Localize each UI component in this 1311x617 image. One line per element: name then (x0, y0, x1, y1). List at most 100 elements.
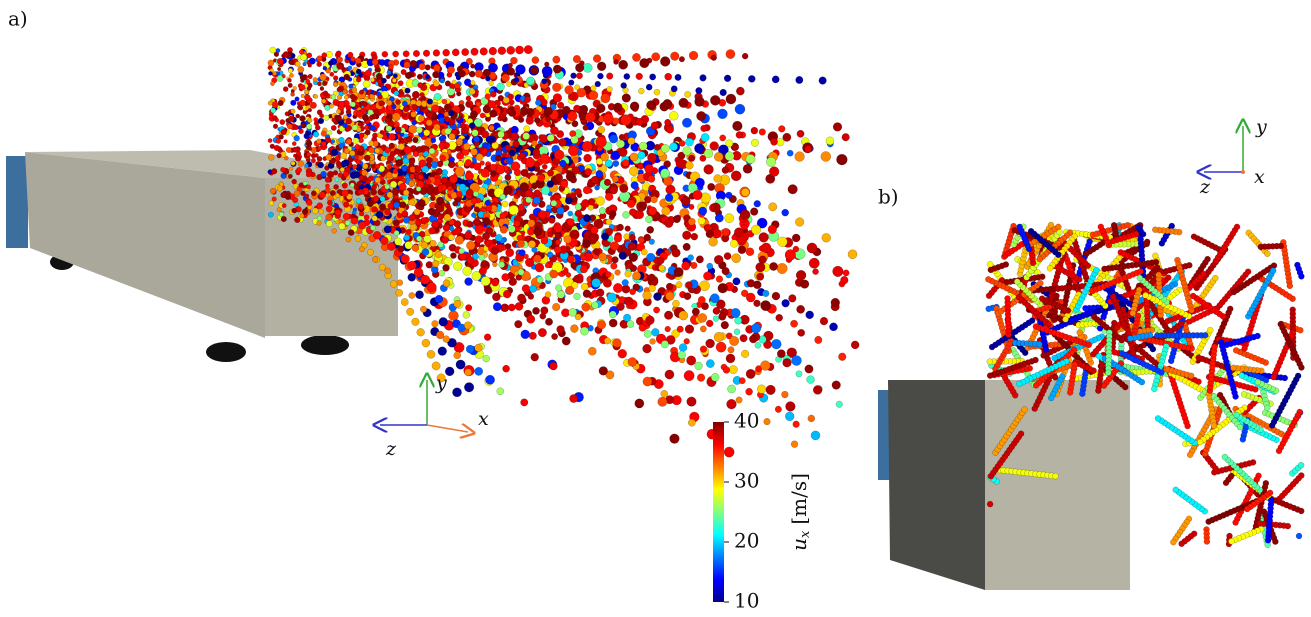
particle (279, 135, 284, 140)
particle (303, 181, 307, 185)
particle (336, 109, 341, 114)
particle (514, 77, 519, 82)
particle (288, 83, 293, 88)
particle (319, 209, 324, 214)
particle (831, 298, 840, 307)
particle (445, 203, 450, 208)
particle (448, 186, 453, 191)
particle (660, 57, 670, 67)
particle (638, 237, 644, 243)
particle (524, 45, 532, 53)
particle (757, 385, 766, 394)
particle (429, 227, 436, 234)
particle (601, 233, 609, 241)
particle (701, 303, 708, 310)
particle (666, 126, 674, 134)
particle (1223, 480, 1229, 486)
particle (317, 216, 322, 221)
particle (585, 168, 592, 175)
particle (396, 127, 402, 133)
particle (489, 47, 497, 55)
particle (372, 133, 377, 138)
particle (473, 219, 480, 226)
particle (746, 248, 754, 256)
particle (502, 201, 508, 207)
particle (527, 108, 535, 116)
particle (754, 300, 761, 307)
truck-b (878, 380, 1130, 590)
particle (329, 104, 333, 108)
particle (292, 208, 297, 213)
particle (311, 158, 316, 163)
particle (610, 242, 619, 251)
particle (613, 339, 622, 348)
particle (526, 197, 532, 203)
particle (489, 136, 495, 142)
particle (644, 164, 653, 173)
particle (795, 152, 805, 162)
particle (698, 313, 707, 322)
particle (386, 126, 392, 132)
particle (561, 180, 568, 187)
particle (403, 106, 409, 112)
particle (1082, 305, 1088, 311)
particle (335, 178, 339, 182)
particle (540, 313, 546, 319)
particle (575, 210, 582, 217)
particle (534, 190, 540, 196)
particle (596, 289, 604, 297)
particle (529, 285, 537, 293)
particle (358, 204, 364, 210)
particle (268, 60, 274, 66)
particle (742, 224, 748, 230)
particle (1298, 472, 1304, 478)
particle (646, 101, 655, 110)
particle (382, 51, 388, 57)
particle (515, 46, 523, 54)
particle (532, 140, 538, 146)
particle (618, 148, 627, 157)
particle (653, 293, 661, 301)
particle (413, 137, 419, 143)
particle (416, 186, 421, 191)
particle (505, 174, 511, 180)
particle (327, 171, 334, 178)
particle (986, 306, 992, 312)
particle (710, 95, 720, 105)
particle (293, 86, 297, 90)
particle (342, 123, 347, 128)
particle (1233, 347, 1239, 353)
particle (326, 154, 332, 160)
particle (618, 349, 627, 358)
particle (365, 70, 372, 77)
particle (316, 139, 321, 144)
particle (638, 88, 644, 94)
particle (595, 81, 601, 87)
particle (710, 294, 719, 303)
particle (658, 397, 667, 406)
particle (273, 71, 277, 75)
particle (695, 362, 703, 370)
particle (337, 95, 341, 99)
particle (661, 390, 668, 397)
particle (711, 203, 721, 213)
particle (654, 144, 660, 150)
particle (532, 57, 539, 64)
particle (467, 221, 473, 227)
particle (986, 293, 992, 299)
particle (280, 167, 285, 172)
particle (456, 152, 463, 159)
particle (289, 167, 293, 171)
particle (423, 50, 430, 57)
particle (500, 194, 506, 200)
particle (624, 234, 630, 240)
particle (387, 192, 393, 198)
particle (822, 233, 831, 242)
particle (481, 260, 488, 267)
particle (398, 246, 405, 253)
particle (288, 68, 293, 73)
particle (397, 280, 403, 286)
particle (277, 153, 282, 158)
particle (346, 139, 352, 145)
particle (301, 54, 307, 60)
